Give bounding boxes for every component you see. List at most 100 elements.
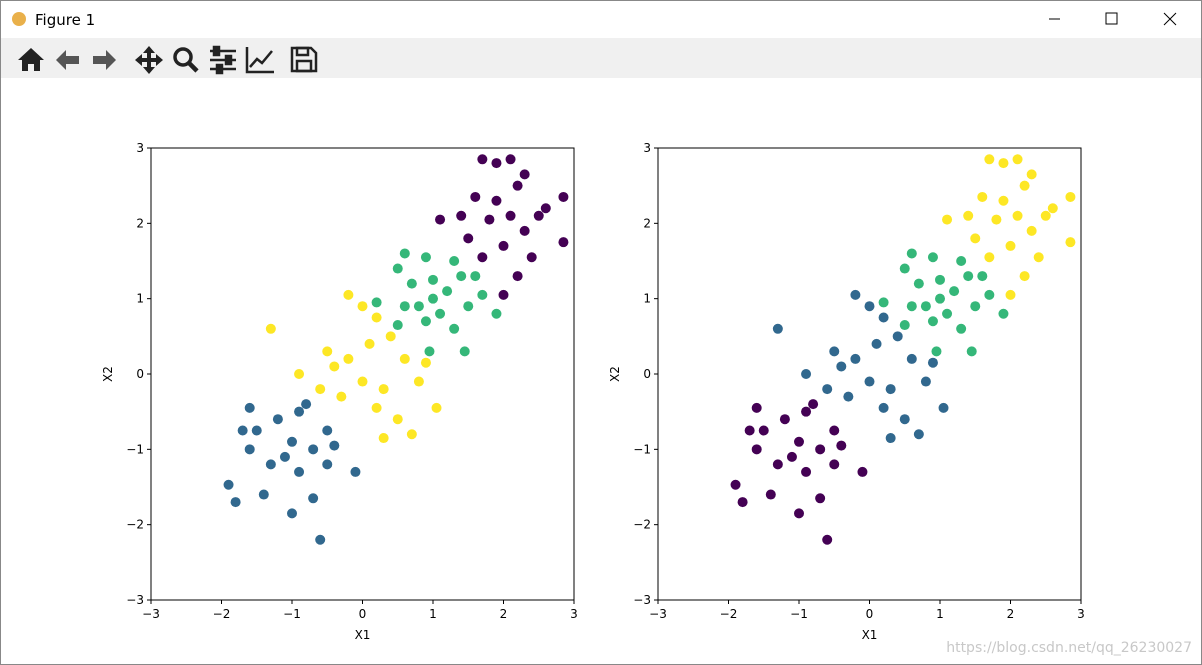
edit-axis-button[interactable] bbox=[245, 47, 274, 74]
close-button[interactable] bbox=[1163, 12, 1177, 26]
point bbox=[308, 493, 319, 504]
point bbox=[526, 252, 537, 263]
point bbox=[1040, 210, 1051, 221]
point bbox=[428, 293, 438, 304]
x-tick-label: 3 bbox=[570, 607, 578, 621]
maximize-button[interactable] bbox=[1105, 12, 1118, 25]
x-tick-label: −3 bbox=[142, 607, 160, 621]
point bbox=[829, 346, 840, 357]
point bbox=[758, 425, 769, 436]
point bbox=[850, 289, 861, 300]
pan-button[interactable] bbox=[135, 46, 163, 74]
point bbox=[938, 402, 949, 413]
point bbox=[378, 433, 389, 444]
point bbox=[864, 376, 875, 387]
point bbox=[477, 154, 488, 165]
point bbox=[385, 331, 396, 342]
point bbox=[878, 402, 889, 413]
point bbox=[984, 289, 995, 300]
point bbox=[294, 406, 305, 417]
x-tick-label: 0 bbox=[359, 607, 367, 621]
point bbox=[931, 346, 942, 357]
point bbox=[420, 252, 431, 263]
point bbox=[935, 274, 945, 285]
point bbox=[963, 271, 974, 282]
point bbox=[779, 414, 790, 425]
point bbox=[322, 346, 333, 357]
save-button[interactable] bbox=[290, 46, 318, 73]
point bbox=[491, 308, 502, 319]
point bbox=[1019, 271, 1030, 282]
point bbox=[822, 534, 833, 545]
point bbox=[519, 225, 530, 236]
point bbox=[477, 252, 488, 263]
point bbox=[371, 312, 382, 323]
point bbox=[977, 271, 988, 282]
point bbox=[998, 195, 1009, 206]
point bbox=[329, 440, 340, 451]
point bbox=[829, 459, 840, 470]
forward-button[interactable] bbox=[93, 50, 116, 70]
y-axis-label: X2 bbox=[101, 366, 115, 382]
y-tick-label: −2 bbox=[126, 518, 144, 532]
back-button[interactable] bbox=[56, 50, 79, 70]
point bbox=[512, 180, 523, 191]
point bbox=[357, 376, 368, 387]
point bbox=[829, 425, 840, 436]
point bbox=[505, 210, 516, 221]
point bbox=[477, 289, 488, 300]
point bbox=[357, 301, 368, 312]
point bbox=[343, 289, 354, 300]
x-tick-label: 1 bbox=[936, 607, 944, 621]
point bbox=[251, 425, 262, 436]
point bbox=[265, 323, 276, 334]
home-button[interactable] bbox=[18, 48, 44, 71]
point bbox=[927, 316, 938, 327]
point bbox=[913, 429, 924, 440]
point bbox=[371, 402, 382, 413]
point bbox=[322, 425, 333, 436]
point bbox=[456, 210, 467, 221]
y-tick-label: −2 bbox=[633, 518, 651, 532]
point bbox=[435, 214, 446, 225]
point bbox=[442, 286, 453, 297]
point bbox=[857, 466, 868, 477]
y-tick-label: −3 bbox=[126, 593, 144, 607]
x-tick-label: −1 bbox=[283, 607, 301, 621]
point bbox=[1005, 240, 1016, 251]
point bbox=[329, 361, 340, 372]
point bbox=[815, 493, 826, 504]
zoom-button[interactable] bbox=[173, 47, 199, 73]
point bbox=[1012, 154, 1023, 165]
y-axis-label: X2 bbox=[608, 366, 622, 382]
y-tick-label: 1 bbox=[136, 292, 144, 306]
point bbox=[258, 489, 269, 500]
toolbar-icons bbox=[18, 45, 318, 75]
point bbox=[949, 286, 960, 297]
point bbox=[399, 248, 410, 259]
point bbox=[456, 271, 467, 282]
point bbox=[920, 301, 931, 312]
point bbox=[966, 346, 977, 357]
point bbox=[737, 497, 748, 508]
x-tick-label: −2 bbox=[213, 607, 231, 621]
point bbox=[470, 191, 481, 202]
point bbox=[223, 479, 234, 490]
point bbox=[484, 214, 495, 225]
point bbox=[399, 353, 410, 364]
point bbox=[1012, 210, 1023, 221]
point bbox=[878, 312, 889, 323]
point bbox=[392, 414, 403, 425]
point bbox=[942, 308, 953, 319]
point bbox=[864, 301, 875, 312]
point bbox=[765, 489, 776, 500]
point bbox=[301, 399, 312, 410]
point bbox=[956, 256, 967, 266]
configure-button[interactable] bbox=[210, 45, 236, 75]
point bbox=[272, 414, 283, 425]
point bbox=[463, 301, 474, 312]
point bbox=[1005, 289, 1016, 300]
point bbox=[794, 436, 804, 447]
point bbox=[772, 323, 783, 334]
